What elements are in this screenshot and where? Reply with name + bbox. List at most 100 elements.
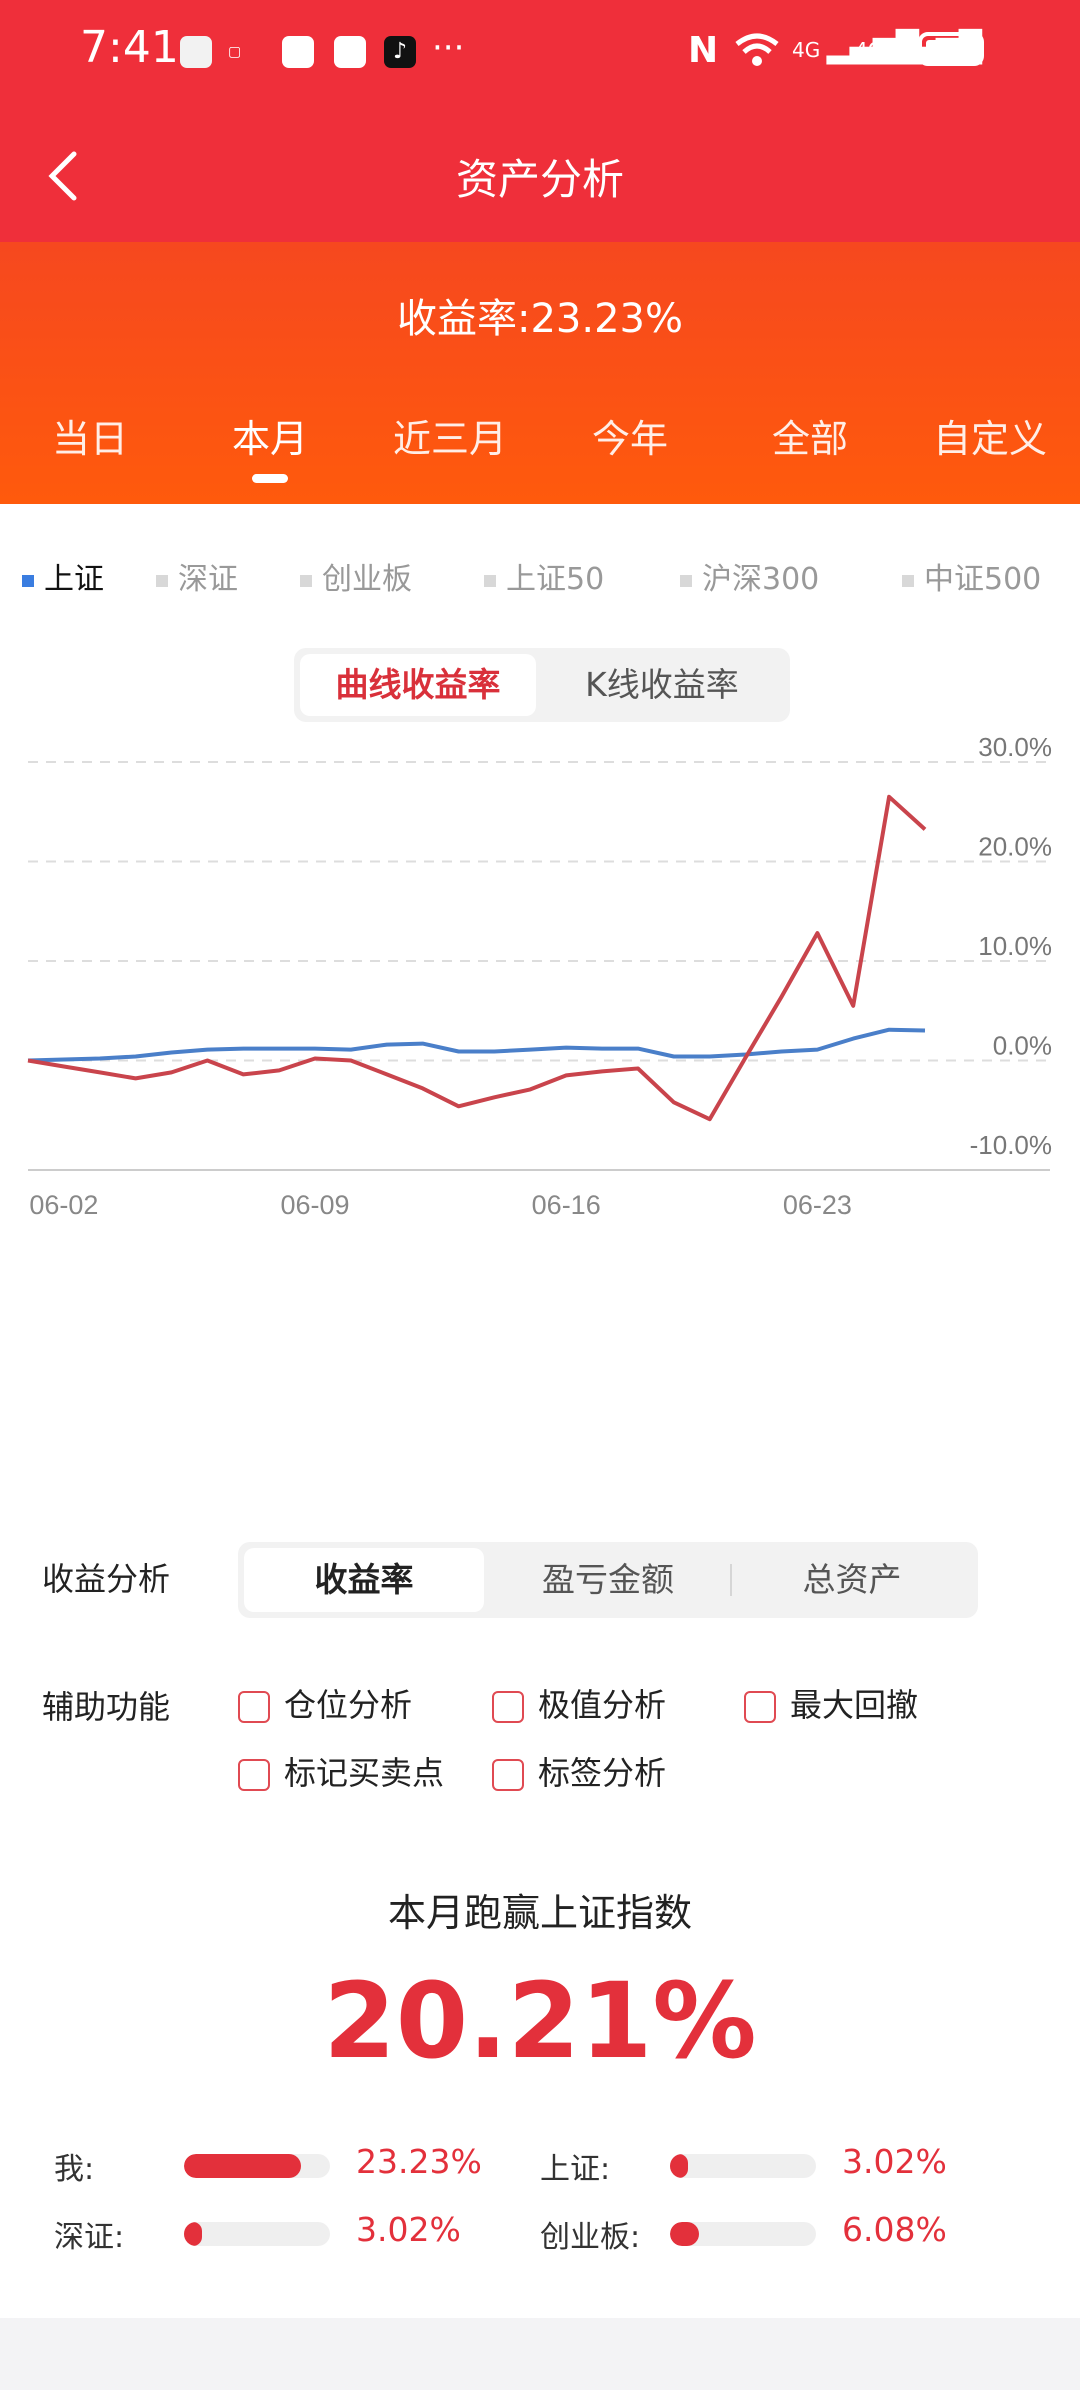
compare-label-sh: 上证:: [540, 2152, 611, 2187]
chart-mode-toggle: 曲线收益率 K线收益率: [294, 648, 790, 722]
compare-value-me: 23.23%: [356, 2142, 482, 2181]
tab-three-months[interactable]: 近三月: [392, 417, 507, 461]
series-line-my-yield: [27, 794, 927, 1122]
xiaohongshu-icon: ▢: [228, 44, 242, 60]
index-label: 中证500: [924, 562, 1042, 597]
red-book-icon: [180, 36, 212, 68]
series-line-sh-index: [27, 1027, 926, 1063]
back-arrow-icon[interactable]: [36, 146, 96, 206]
compare-label-gem: 创业板:: [540, 2220, 641, 2255]
tag-analysis-checkbox[interactable]: 标签分析: [492, 1748, 666, 1794]
legend-square-icon: [902, 574, 914, 587]
checkbox-label: 标签分析: [538, 1754, 667, 1792]
compare-label-sz: 深证:: [54, 2220, 125, 2255]
compare-fill-sh: [670, 2154, 688, 2178]
network-label-2: 4G: [855, 38, 884, 62]
analysis-label: 收益分析: [42, 1560, 171, 1598]
index-sh[interactable]: 上证: [22, 554, 104, 598]
status-time: 7:41: [80, 22, 179, 73]
checkbox-icon: [238, 1691, 270, 1723]
compare-bar-sz: [184, 2222, 330, 2246]
index-hs300[interactable]: 沪深300: [680, 554, 819, 598]
legend-square-icon: [484, 574, 496, 587]
compare-fill-me: [184, 2154, 301, 2178]
checkbox-label: 标记买卖点: [284, 1754, 445, 1792]
compare-bar-sh: [670, 2154, 816, 2178]
legend-square-icon: [22, 574, 34, 587]
index-zz500[interactable]: 中证500: [902, 554, 1041, 598]
active-tab-indicator: [252, 474, 288, 483]
bottom-section-strip: [0, 2318, 1080, 2390]
nfc-icon: N: [688, 30, 719, 71]
checkbox-label: 仓位分析: [284, 1686, 413, 1724]
tab-profit-loss[interactable]: 盈亏金额: [542, 1560, 674, 1599]
index-label: 上证50: [506, 562, 605, 597]
tab-this-year[interactable]: 今年: [591, 417, 668, 461]
legend-square-icon: [300, 574, 312, 587]
checkbox-icon: [492, 1759, 524, 1791]
y-tick-label: 0.0%: [993, 1031, 1052, 1061]
yield-chart: 30.0% 20.0% 10.0% 0.0% -10.0% 06-02 06-09 06-16…: [27, 732, 1052, 1220]
index-label: 创业板: [322, 562, 412, 597]
y-tick-label: -10.0%: [970, 1130, 1052, 1160]
y-tick-label: 20.0%: [978, 832, 1052, 862]
position-analysis-checkbox[interactable]: 仓位分析: [238, 1680, 412, 1726]
tab-yield-rate[interactable]: 收益率: [244, 1548, 484, 1612]
index-sh50[interactable]: 上证50: [484, 554, 604, 598]
more-notifications-icon: ···: [432, 28, 465, 68]
video-app-icon: [334, 36, 366, 68]
network-label-1: 4G: [792, 38, 821, 62]
tiktok-icon: ♪: [384, 36, 416, 68]
index-label: 沪深300: [702, 562, 820, 597]
tab-custom[interactable]: 自定义: [932, 417, 1047, 461]
x-tick-label: 06-23: [783, 1190, 852, 1220]
compare-value-sz: 3.02%: [356, 2210, 461, 2249]
divider: [730, 1564, 732, 1596]
compare-label-me: 我:: [54, 2152, 95, 2187]
y-tick-label: 30.0%: [978, 732, 1052, 762]
battery-icon: [918, 32, 984, 66]
red-app-icon: [282, 36, 314, 68]
wifi-icon: [735, 33, 779, 66]
total-yield: 收益率:23.23%: [397, 296, 683, 342]
compare-value-gem: 6.08%: [842, 2210, 947, 2249]
tab-all[interactable]: 全部: [771, 417, 848, 461]
index-gem[interactable]: 创业板: [300, 554, 412, 598]
legend-square-icon: [156, 574, 168, 587]
x-tick-label: 06-16: [532, 1190, 601, 1220]
tab-this-month[interactable]: 本月: [231, 417, 308, 461]
battery-level: [926, 40, 952, 58]
beat-index-value: 20.21%: [323, 1960, 757, 2082]
tab-total-assets[interactable]: 总资产: [802, 1560, 902, 1599]
x-tick-label: 06-02: [29, 1190, 98, 1220]
extreme-analysis-checkbox[interactable]: 极值分析: [492, 1680, 666, 1726]
status-bar: 7:41 ▢ ♪ ··· N 4G ▂▄▆█ 4G ▂▄▆█: [0, 0, 1080, 110]
tab-today[interactable]: 当日: [51, 417, 128, 461]
compare-bar-me: [184, 2154, 330, 2178]
checkbox-label: 极值分析: [538, 1686, 667, 1724]
kline-yield-button[interactable]: K线收益率: [585, 665, 739, 704]
compare-fill-sz: [184, 2222, 202, 2246]
index-label: 上证: [44, 562, 104, 597]
summary-panel: 收益率:23.23% 当日 本月 近三月 今年 全部 自定义: [0, 242, 1080, 504]
compare-fill-gem: [670, 2222, 700, 2246]
checkbox-icon: [744, 1691, 776, 1723]
signal-4g-1-icon: 4G ▂▄▆█: [792, 30, 919, 65]
aux-label: 辅助功能: [42, 1688, 171, 1726]
beat-index-title: 本月跑赢上证指数: [387, 1891, 692, 1935]
nav-bar: 资产分析: [0, 110, 1080, 242]
legend-square-icon: [680, 574, 692, 587]
page-title: 资产分析: [455, 155, 624, 204]
compare-value-sh: 3.02%: [842, 2142, 947, 2181]
checkbox-label: 最大回撤: [790, 1686, 919, 1724]
mark-trades-checkbox[interactable]: 标记买卖点: [238, 1748, 444, 1794]
index-sz[interactable]: 深证: [156, 554, 238, 598]
y-tick-label: 10.0%: [978, 931, 1052, 961]
curve-yield-button[interactable]: 曲线收益率: [300, 654, 536, 716]
max-drawdown-checkbox[interactable]: 最大回撤: [744, 1680, 918, 1726]
index-label: 深证: [178, 562, 238, 597]
x-tick-label: 06-09: [281, 1190, 350, 1220]
checkbox-icon: [238, 1759, 270, 1791]
analysis-toggle: 收益率 盈亏金额 总资产: [238, 1542, 978, 1618]
checkbox-icon: [492, 1691, 524, 1723]
